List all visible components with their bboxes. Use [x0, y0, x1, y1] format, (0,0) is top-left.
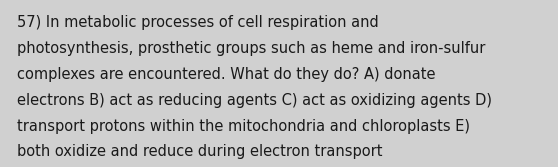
Text: transport protons within the mitochondria and chloroplasts E): transport protons within the mitochondri… — [17, 119, 470, 134]
Text: photosynthesis, prosthetic groups such as heme and iron-sulfur: photosynthesis, prosthetic groups such a… — [17, 41, 485, 56]
Text: 57) In metabolic processes of cell respiration and: 57) In metabolic processes of cell respi… — [17, 15, 378, 30]
Text: both oxidize and reduce during electron transport: both oxidize and reduce during electron … — [17, 144, 382, 159]
Text: complexes are encountered. What do they do? A) donate: complexes are encountered. What do they … — [17, 67, 435, 82]
Text: electrons B) act as reducing agents C) act as oxidizing agents D): electrons B) act as reducing agents C) a… — [17, 93, 492, 108]
